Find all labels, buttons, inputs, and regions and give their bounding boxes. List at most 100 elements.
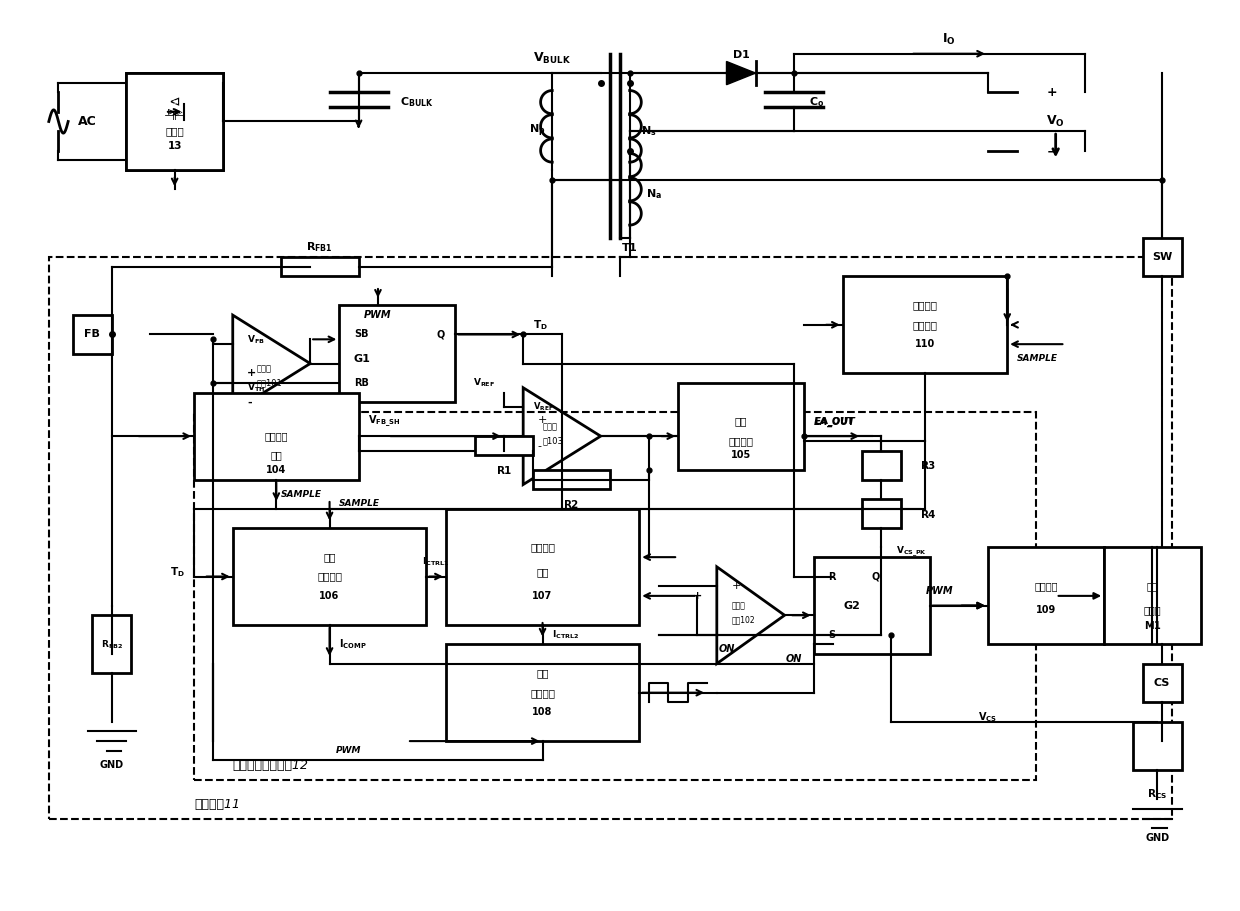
- Text: 107: 107: [532, 591, 553, 601]
- Bar: [92, 615, 131, 673]
- Bar: [678, 383, 804, 470]
- Text: 检测模块: 检测模块: [913, 320, 937, 330]
- Bar: [48, 257, 1172, 819]
- Text: $\mathbf{V_{REF}}$: $\mathbf{V_{REF}}$: [533, 401, 553, 414]
- Text: 第一运: 第一运: [543, 422, 558, 431]
- Bar: [862, 451, 900, 480]
- Text: G1: G1: [353, 353, 371, 363]
- Text: 调节模块: 调节模块: [529, 688, 556, 698]
- Text: $\mathbf{R2}$: $\mathbf{R2}$: [563, 498, 580, 510]
- Bar: [1104, 548, 1200, 644]
- Bar: [1133, 722, 1182, 770]
- Text: 104: 104: [267, 465, 286, 475]
- Text: Q: Q: [872, 571, 880, 581]
- Text: 补偿模块: 补偿模块: [317, 571, 342, 581]
- Text: 低通: 低通: [735, 416, 748, 426]
- Text: +: +: [538, 415, 547, 425]
- Polygon shape: [727, 61, 755, 85]
- Text: 第一比: 第一比: [257, 363, 272, 373]
- Text: 整流桥: 整流桥: [165, 127, 184, 136]
- Text: 单元: 单元: [270, 451, 283, 460]
- Bar: [340, 305, 455, 403]
- Bar: [73, 315, 112, 353]
- Text: $\mathbf{R_{CS}}$: $\mathbf{R_{CS}}$: [1147, 787, 1167, 802]
- Text: $\mathbf{R3}$: $\mathbf{R3}$: [920, 459, 936, 471]
- Text: $\mathbf{I_{CTRL1}}$: $\mathbf{I_{CTRL1}}$: [423, 556, 450, 568]
- Text: $\mathbf{I_{COMP}}$: $\mathbf{I_{COMP}}$: [340, 638, 367, 651]
- Bar: [475, 436, 533, 456]
- Text: 放103: 放103: [543, 436, 563, 445]
- Text: 输入电压: 输入电压: [913, 301, 937, 311]
- Text: PWM: PWM: [926, 586, 954, 596]
- Text: 功率: 功率: [1147, 581, 1158, 591]
- Text: $\mathbf{EA\_OUT}$: $\mathbf{EA\_OUT}$: [813, 415, 854, 428]
- Text: 110: 110: [915, 339, 935, 349]
- Text: 108: 108: [532, 707, 553, 717]
- Text: $\mathbf{V_{REF}}$: $\mathbf{V_{REF}}$: [474, 376, 496, 389]
- Text: $\mathbf{N_a}$: $\mathbf{N_a}$: [646, 187, 662, 201]
- Text: G2: G2: [844, 600, 861, 610]
- Text: $\mathbf{V_O}$: $\mathbf{V_O}$: [1047, 114, 1065, 129]
- Bar: [281, 257, 358, 276]
- Text: Q: Q: [436, 330, 444, 340]
- Text: $\mathbf{C_o}$: $\mathbf{C_o}$: [808, 96, 825, 109]
- Text: ON: ON: [786, 654, 802, 664]
- Bar: [988, 548, 1104, 644]
- Text: $\mathbf{V_{BULK}}$: $\mathbf{V_{BULK}}$: [533, 51, 572, 67]
- Text: FB: FB: [84, 330, 100, 340]
- Text: $\mathbf{N_s}$: $\mathbf{N_s}$: [641, 124, 657, 138]
- Bar: [1143, 663, 1182, 702]
- Text: -: -: [538, 441, 542, 451]
- Bar: [862, 499, 900, 528]
- Text: $\mathbf{R_{FB1}}$: $\mathbf{R_{FB1}}$: [306, 241, 334, 254]
- Text: $\mathbf{V_{CS}}$: $\mathbf{V_{CS}}$: [978, 710, 997, 724]
- Text: SW: SW: [1152, 252, 1172, 262]
- Text: $\mathbf{V_{CS\_PK}}$: $\mathbf{V_{CS\_PK}}$: [897, 546, 928, 559]
- Text: SAMPLE: SAMPLE: [281, 490, 322, 498]
- Text: $\mathbf{M1}$: $\mathbf{M1}$: [1143, 619, 1162, 631]
- Text: $\mathbf{+}$: $\mathbf{+}$: [692, 590, 703, 601]
- Text: PWM: PWM: [365, 310, 392, 320]
- Text: ⊲: ⊲: [169, 95, 181, 109]
- Text: 第二比: 第二比: [732, 601, 745, 610]
- Text: 模块: 模块: [536, 567, 549, 577]
- Text: -: -: [247, 397, 252, 407]
- Text: $\mathbf{N_p}$: $\mathbf{N_p}$: [529, 123, 546, 139]
- Text: $\mathbf{D1}$: $\mathbf{D1}$: [732, 47, 750, 60]
- Text: $\mathbf{T_D}$: $\mathbf{T_D}$: [533, 318, 548, 332]
- Bar: [445, 644, 640, 742]
- Text: $\mathbf{I_O}$: $\mathbf{I_O}$: [942, 32, 956, 46]
- Text: SAMPLE: SAMPLE: [340, 499, 381, 508]
- Text: 滤波单元: 滤波单元: [729, 436, 754, 446]
- Text: AC: AC: [78, 115, 97, 128]
- Text: 驱动模块: 驱动模块: [1034, 581, 1058, 591]
- Text: ▷: ▷: [170, 97, 179, 107]
- Bar: [193, 412, 1037, 780]
- Bar: [126, 73, 223, 169]
- Text: S: S: [828, 630, 836, 640]
- Text: $\mathbf{T1}$: $\mathbf{T1}$: [621, 241, 637, 253]
- Text: 频率: 频率: [536, 669, 549, 679]
- Text: 补偿电流: 补偿电流: [529, 542, 556, 552]
- Text: 13: 13: [167, 140, 182, 150]
- Text: $\mathbf{R_{FB2}}$: $\mathbf{R_{FB2}}$: [100, 638, 123, 650]
- Bar: [1143, 238, 1182, 276]
- Bar: [445, 508, 640, 625]
- Text: 105: 105: [730, 451, 751, 460]
- Bar: [233, 528, 427, 625]
- Text: SB: SB: [353, 330, 368, 340]
- Text: $\mathbf{V_{TH}}$: $\mathbf{V_{TH}}$: [247, 382, 265, 394]
- Text: GND: GND: [99, 761, 124, 771]
- Text: -: -: [732, 630, 735, 640]
- Text: 较器101: 较器101: [257, 378, 283, 387]
- Bar: [533, 470, 610, 489]
- Text: 较器102: 较器102: [732, 616, 755, 625]
- Text: 采样: 采样: [324, 552, 336, 562]
- Text: 106: 106: [320, 591, 340, 601]
- Text: 109: 109: [1035, 606, 1056, 616]
- Text: 晶体管: 晶体管: [1143, 606, 1162, 616]
- Text: $\mathbf{I_{CTRL2}}$: $\mathbf{I_{CTRL2}}$: [552, 629, 579, 640]
- Text: RB: RB: [353, 378, 368, 388]
- Bar: [193, 393, 358, 480]
- Text: ON: ON: [718, 644, 734, 654]
